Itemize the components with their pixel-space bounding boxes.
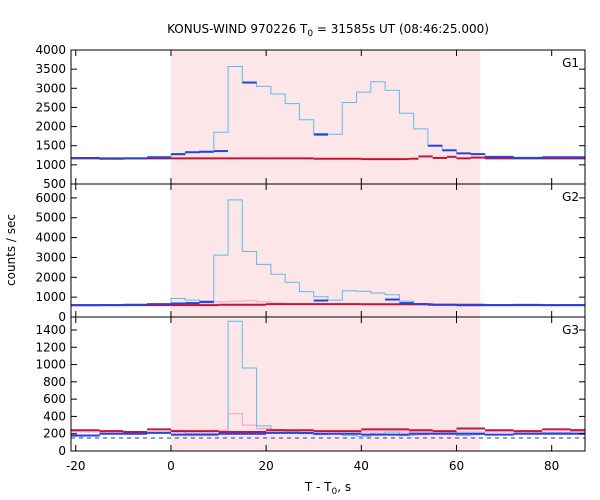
y-tick-label: 500 [43, 177, 66, 191]
x-tick-label: -20 [66, 459, 86, 473]
panel-frame-g3 [70, 316, 586, 452]
panel-g3: 0 200 400 600 800 1000 1200 1400 G3 [35, 316, 586, 458]
x-axis-label: T - T0, s [304, 480, 351, 497]
y-axis-label: counts / sec [4, 214, 18, 286]
y-tick-label: 4000 [35, 231, 66, 245]
chart-title: KONUS-WIND 970226 T0 = 31585s UT (08:46:… [167, 22, 489, 39]
highlight-interval-g2 [170, 184, 481, 317]
y-tick-label: 400 [43, 409, 66, 423]
panel-g1: 500 1000 1500 2000 2500 3000 3500 4000 G1 [35, 43, 586, 191]
y-tick-label: 0 [58, 444, 66, 458]
series-background_red-g3 [71, 427, 585, 433]
panels-group: 5001000150020002500300035004000G10100020… [35, 43, 586, 473]
y-tick-label: 1000 [35, 358, 66, 372]
y-tick-label: 800 [43, 375, 66, 389]
y-tick-label: 600 [43, 392, 66, 406]
y-tick-label: 3000 [35, 81, 66, 95]
y-tick-label: 6000 [35, 191, 66, 205]
y-tick-label: 0 [58, 310, 66, 324]
series-background_blue-g3 [71, 431, 585, 437]
y-tick-label: 1000 [35, 290, 66, 304]
highlight-interval-g3 [170, 317, 481, 451]
y-tick-label: 3500 [35, 62, 66, 76]
y-tick-label: 3000 [35, 250, 66, 264]
series-background_blue-g2 [71, 298, 585, 307]
series-background_blue-g1 [71, 81, 585, 160]
panel-label-g1: G1 [562, 56, 579, 70]
y-tick-label: 2500 [35, 100, 66, 114]
x-tick-label: 0 [167, 459, 175, 473]
y-tick-label: 2000 [35, 270, 66, 284]
y-tick-label: 1000 [35, 158, 66, 172]
y-tick-label: 200 [43, 427, 66, 441]
highlight-interval-g1 [170, 50, 481, 184]
panel-g2: 0 1000 2000 3000 4000 5000 6000 G2 [35, 183, 586, 324]
y-tick-label: 1500 [35, 139, 66, 153]
y-tick-label: 4000 [35, 43, 66, 57]
y-tick-label: 1400 [35, 323, 66, 337]
panel-label-g3: G3 [562, 323, 579, 337]
x-tick-label: 80 [544, 459, 559, 473]
x-tick-label: 40 [354, 459, 369, 473]
panel-label-g2: G2 [562, 190, 579, 204]
x-tick-label: 60 [449, 459, 464, 473]
x-tick-label: 20 [258, 459, 273, 473]
y-tick-label: 5000 [35, 211, 66, 225]
y-tick-label: 2000 [35, 120, 66, 134]
y-tick-label: 1200 [35, 340, 66, 354]
